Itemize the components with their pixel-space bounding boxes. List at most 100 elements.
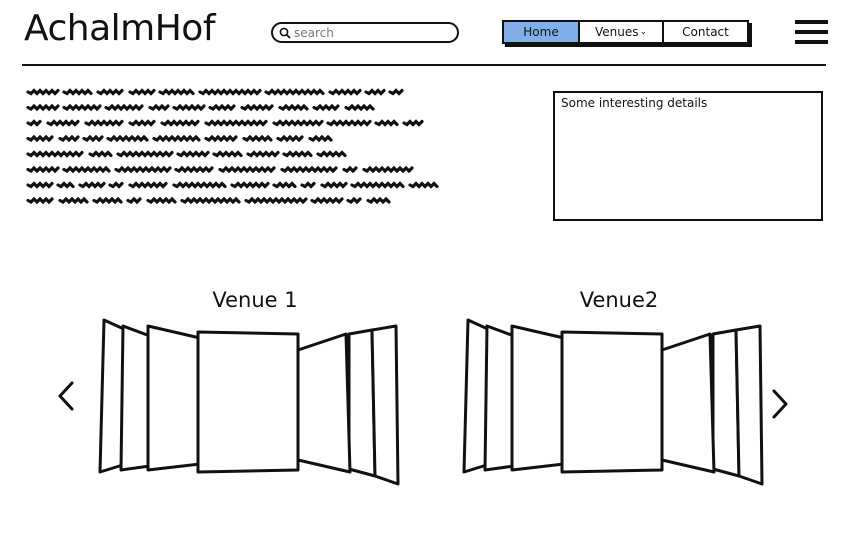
scribble-word <box>128 119 156 127</box>
scribble-word <box>350 181 405 189</box>
gallery-image[interactable] <box>119 324 152 472</box>
search-icon <box>279 27 291 39</box>
scribble-word <box>148 103 170 112</box>
scribble-word <box>272 181 297 189</box>
scribble-word <box>230 181 270 189</box>
scribble-word <box>96 88 124 96</box>
scribble-word <box>244 196 308 205</box>
gallery-image[interactable] <box>483 324 516 472</box>
scribble-word <box>208 103 236 112</box>
venue-2-gallery[interactable] <box>460 314 766 490</box>
scribble-word <box>218 165 276 174</box>
scribble-word <box>114 165 172 174</box>
gallery-image[interactable] <box>370 324 400 486</box>
search-box[interactable] <box>271 22 459 43</box>
scribble-word <box>62 88 93 96</box>
header-divider <box>22 64 826 66</box>
scribble-word <box>146 196 177 205</box>
scribble-word <box>58 134 80 143</box>
scribble-word <box>26 165 60 174</box>
scribble-word <box>158 88 195 96</box>
scribble-word <box>152 134 201 143</box>
scribble-word <box>320 181 348 189</box>
scribble-word <box>62 165 111 174</box>
hamburger-menu-icon[interactable] <box>795 18 828 46</box>
scribble-word <box>272 119 324 127</box>
scribble-word <box>58 196 89 205</box>
chevron-left-icon[interactable] <box>56 380 78 412</box>
scribble-word <box>26 103 60 112</box>
venue-2-title: Venue2 <box>579 288 659 312</box>
scribble-word <box>56 181 75 189</box>
scribble-word <box>128 88 156 96</box>
scribble-word <box>344 103 375 112</box>
scribble-word <box>316 150 347 158</box>
scribble-word <box>374 119 399 127</box>
scribble-word <box>310 196 344 205</box>
scribble-word <box>82 134 104 143</box>
scribble-word <box>26 88 60 96</box>
gallery-image[interactable] <box>660 332 716 474</box>
scribble-word <box>346 196 362 205</box>
details-text: Some interesting details <box>561 96 708 110</box>
scribble-word <box>278 103 309 112</box>
scribble-word <box>300 181 316 189</box>
scribble-word <box>106 134 149 143</box>
scribble-word <box>408 181 439 189</box>
search-input[interactable] <box>294 25 444 40</box>
scribble-word <box>26 150 84 158</box>
scribble-word <box>116 150 174 158</box>
scribble-word <box>84 119 124 127</box>
venue-1-title: Venue 1 <box>212 288 298 312</box>
scribble-word <box>282 150 313 158</box>
scribble-word <box>326 119 372 127</box>
scribble-word <box>108 181 124 189</box>
scribble-word <box>240 103 274 112</box>
scribble-word <box>78 181 106 189</box>
scribble-word <box>26 119 42 127</box>
gallery-image[interactable] <box>510 324 566 472</box>
scribble-word <box>176 150 210 158</box>
chevron-right-icon[interactable] <box>768 388 790 420</box>
scribble-word <box>46 119 80 127</box>
nav-venues[interactable]: Venues ⌄ <box>580 22 664 42</box>
scribble-word <box>174 165 214 174</box>
gallery-image[interactable] <box>146 324 202 472</box>
scribble-word <box>26 181 54 189</box>
scribble-word <box>366 196 391 205</box>
nav-contact[interactable]: Contact <box>664 22 747 42</box>
scribble-word <box>172 103 206 112</box>
scribble-word <box>328 88 362 96</box>
scribble-word <box>362 165 414 174</box>
gallery-image-center[interactable] <box>560 330 664 474</box>
scribble-word <box>128 181 168 189</box>
gallery-image[interactable] <box>734 324 764 486</box>
scribble-word <box>126 196 142 205</box>
nav-home[interactable]: Home <box>504 22 580 42</box>
venue-1-gallery[interactable] <box>96 314 402 490</box>
scribble-word <box>180 196 241 205</box>
scribble-word <box>342 165 358 174</box>
scribble-word <box>204 134 238 143</box>
nav-contact-label: Contact <box>682 25 729 39</box>
scribble-word <box>198 88 262 96</box>
logo[interactable]: AchalmHof <box>24 8 216 49</box>
scribble-word <box>388 88 404 96</box>
gallery-image-center[interactable] <box>196 330 300 474</box>
scribble-word <box>92 196 123 205</box>
scribble-word <box>280 165 338 174</box>
scribble-word <box>242 134 273 143</box>
scribble-word <box>26 134 54 143</box>
scribble-word <box>364 88 386 96</box>
scribble-word <box>212 150 243 158</box>
main-nav: Home Venues ⌄ Contact <box>502 20 749 44</box>
chevron-down-icon: ⌄ <box>639 27 648 37</box>
scribble-word <box>204 119 268 127</box>
gallery-image[interactable] <box>296 332 352 474</box>
nav-venues-label: Venues <box>594 25 639 39</box>
scribble-word <box>312 103 340 112</box>
scribble-word <box>276 134 304 143</box>
nav-home-label: Home <box>523 25 559 39</box>
scribble-word <box>26 196 54 205</box>
scribble-word <box>104 103 144 112</box>
